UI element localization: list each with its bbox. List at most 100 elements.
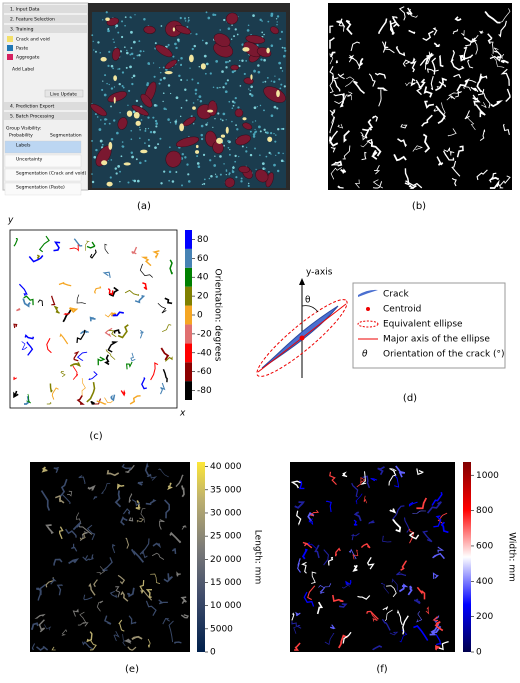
crack xyxy=(116,483,125,490)
speckle xyxy=(130,16,132,19)
crack xyxy=(413,598,421,605)
speckle xyxy=(124,16,127,19)
speckle xyxy=(231,169,234,171)
crack xyxy=(472,97,481,106)
crack xyxy=(329,109,336,116)
step-header xyxy=(4,15,87,23)
axis-label: y-axis xyxy=(306,268,333,278)
crack xyxy=(350,41,360,52)
crack xyxy=(360,141,368,148)
speckle xyxy=(208,177,211,180)
speckle xyxy=(280,30,284,33)
crack xyxy=(130,352,136,362)
speckle xyxy=(261,20,263,22)
crack xyxy=(145,588,153,598)
speckle xyxy=(264,80,267,83)
aggregate xyxy=(225,12,239,25)
crack xyxy=(117,574,126,585)
void xyxy=(105,17,110,21)
crack xyxy=(110,312,116,317)
crack xyxy=(488,41,494,54)
aggregate xyxy=(207,100,218,117)
crack xyxy=(381,582,390,594)
crack xyxy=(51,646,56,651)
crack xyxy=(301,548,308,560)
crack xyxy=(75,512,82,525)
aggregate xyxy=(165,59,178,70)
crack xyxy=(85,240,90,251)
crack xyxy=(481,101,487,108)
crack xyxy=(345,19,353,35)
crack xyxy=(122,508,131,515)
speckle xyxy=(221,119,224,122)
speckle xyxy=(115,27,117,29)
crack xyxy=(341,582,350,589)
speckle xyxy=(232,166,235,169)
crack xyxy=(53,241,61,252)
speckle xyxy=(172,55,175,58)
speckle xyxy=(224,61,228,64)
crack xyxy=(405,81,419,87)
speckle xyxy=(252,133,256,136)
crack xyxy=(55,494,65,504)
crack xyxy=(342,631,352,644)
speckle xyxy=(143,18,146,21)
crack xyxy=(502,123,510,136)
crack xyxy=(92,496,98,500)
speckle xyxy=(130,129,133,132)
speckle xyxy=(139,50,142,53)
speckle xyxy=(214,13,217,16)
speckle xyxy=(91,34,94,37)
speckle xyxy=(222,86,225,89)
speckle xyxy=(187,173,190,176)
width-map xyxy=(290,462,455,652)
aggregate xyxy=(205,130,217,147)
step-header xyxy=(4,25,87,33)
speckle xyxy=(257,64,260,67)
layer-name: Labels xyxy=(16,143,31,149)
speckle xyxy=(283,160,285,162)
crack xyxy=(112,543,116,554)
speckle xyxy=(219,173,222,176)
speckle xyxy=(198,95,202,98)
speckle xyxy=(116,131,119,135)
void xyxy=(220,134,226,138)
crack xyxy=(128,493,133,503)
speckle xyxy=(100,119,102,121)
speckle xyxy=(146,83,149,87)
legend-centroid xyxy=(366,307,370,311)
crack xyxy=(141,377,147,390)
crack xyxy=(72,608,79,617)
crack xyxy=(38,235,50,253)
speckle xyxy=(280,83,283,86)
speckle xyxy=(121,20,124,23)
speckle xyxy=(254,147,256,150)
crack xyxy=(297,558,301,573)
void xyxy=(106,181,113,187)
aggregate xyxy=(235,134,251,146)
speckle xyxy=(175,119,177,121)
crack xyxy=(451,61,465,71)
speckle xyxy=(147,116,150,119)
crack xyxy=(435,633,442,646)
speckle xyxy=(107,64,110,67)
aggregate xyxy=(112,47,121,61)
speckle xyxy=(282,152,284,155)
speckle xyxy=(276,107,279,110)
speckle xyxy=(193,44,197,48)
crack xyxy=(28,255,44,263)
speckle xyxy=(192,102,195,104)
caption: (b) xyxy=(412,201,426,212)
speckle xyxy=(205,62,209,66)
speckle xyxy=(155,122,158,125)
crack xyxy=(72,520,82,531)
speckle xyxy=(130,47,133,49)
crack xyxy=(418,78,426,88)
speckle xyxy=(110,105,112,108)
crack xyxy=(361,151,367,161)
speckle xyxy=(259,104,262,107)
speckle xyxy=(186,163,189,166)
legend-text: Equivalent ellipse xyxy=(383,320,463,330)
crack xyxy=(67,490,73,497)
speckle xyxy=(270,80,273,82)
